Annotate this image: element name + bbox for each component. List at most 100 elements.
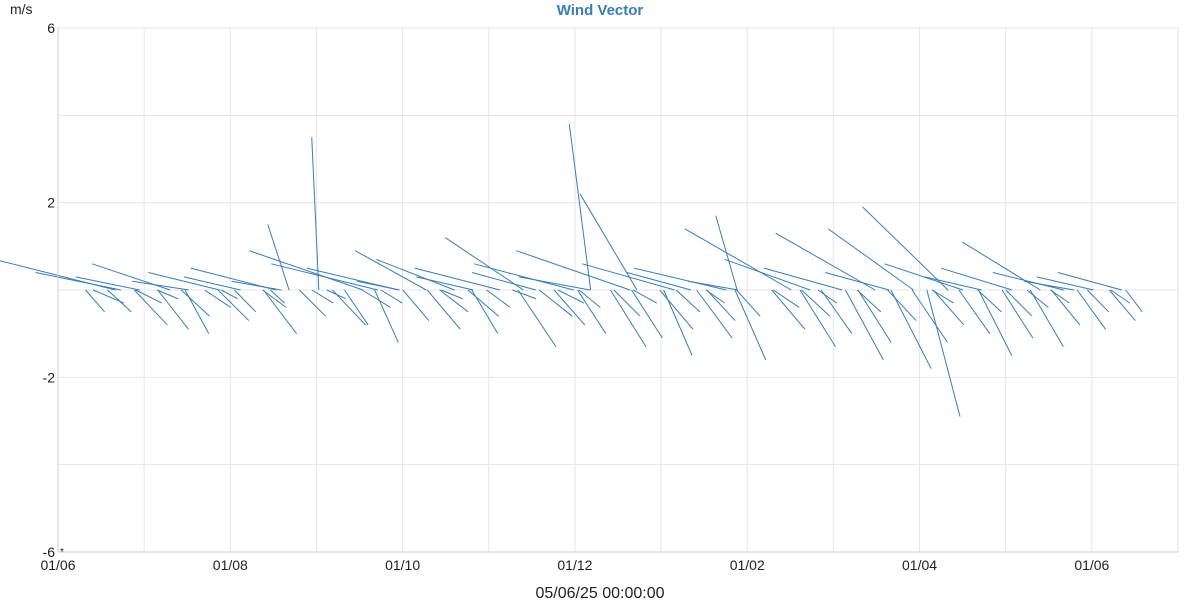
wind-vector [1050,289,1081,326]
x-tick-label: 01/04 [902,557,937,573]
wind-vector [374,289,399,343]
wind-vector [884,263,963,291]
wind-vector [978,289,1013,356]
wind-vector [414,267,501,291]
wind-vector [688,280,739,291]
wind-vector [516,250,631,291]
wind-vector [1057,272,1122,291]
wind-vector [344,289,369,326]
wind-vector [471,289,499,334]
wind-vector [1024,280,1075,291]
wind-vector [932,289,965,326]
wind-vector [35,272,121,291]
wind-vector [1026,289,1049,308]
wind-vector [270,289,285,304]
wind-vector [271,263,378,291]
wind-vector [402,289,430,321]
wind-vector [356,280,400,291]
wind-vector [148,272,220,291]
wind-vector [1050,289,1070,304]
wind-vector [734,289,767,361]
wind-vector [1086,289,1110,313]
wind-vector [517,289,557,348]
wind-vector [107,289,132,313]
wind-vector [380,289,403,304]
y-tick-label: -6 [43,544,56,560]
wind-vector [890,289,932,369]
wind-vector [1029,289,1064,348]
wind-vector [1005,289,1033,317]
wind-vector [133,289,168,326]
wind-vector [862,206,949,291]
wind-vector [631,289,663,339]
wind-vector [361,289,391,308]
wind-vector [156,289,179,300]
wind-vector [705,289,726,304]
wind-vector [263,289,298,334]
x-tick-label: 01/08 [213,557,248,573]
x-tick-label: 01/02 [730,557,765,573]
wind-vector [845,289,884,361]
wind-vector [992,272,1064,291]
wind-vector [856,289,882,313]
wind-vector [354,250,427,291]
wind-vector [633,267,727,291]
wind-vector [1001,289,1034,339]
wind-vector [926,289,961,417]
wind-vector [568,124,592,291]
y-tick-label: 6 [47,20,55,36]
wind-vector [817,289,838,304]
wind-vector [135,289,163,304]
grid-layer [57,27,1179,553]
wind-vector [311,289,334,304]
wind-vector [958,289,991,334]
wind-vector [262,289,287,308]
wind-vector [75,276,140,291]
wind-vector [577,289,607,334]
wind-vector [1076,289,1107,330]
wind-vector [820,289,853,334]
wind-vector [977,289,1002,313]
wind-vector [1036,276,1094,291]
wind-vector [911,289,948,343]
y-tick-label: -2 [43,369,56,385]
wind-vector [775,232,876,291]
wind-vector [1110,289,1131,304]
wind-vector [416,276,474,291]
wind-vector [1108,289,1136,321]
wind-vector [827,228,914,291]
wind-vector [234,289,257,313]
wind-vector [801,289,831,317]
wind-vector [440,289,463,300]
wind-vector [183,276,241,291]
x-axis-label: 05/06/25 00:00:00 [535,585,664,600]
x-tick-label: 01/12 [557,557,592,573]
wind-vector [376,258,455,291]
chart-title: Wind Vector [557,2,644,19]
wind-vector [675,289,701,313]
wind-vector [326,289,346,300]
wind-vector [180,289,210,317]
wind-vector [626,272,692,291]
wind-vector [696,289,733,339]
wind-vector [217,289,250,321]
x-tick-label: 01/06 [40,557,75,573]
wind-vector [582,263,675,291]
wind-vector [220,289,238,300]
vector-layer [0,124,1143,417]
wind-vector [610,289,647,348]
wind-vector [231,280,282,291]
wind-vector [299,289,326,317]
wind-vector [724,258,811,291]
wind-vector [578,289,601,308]
wind-vector [204,289,232,308]
wind-vector [825,272,890,291]
wind-vector [473,263,574,291]
wind-vector [1125,289,1143,313]
wind-vector [426,289,461,330]
y-axis-unit-label: m/s [10,1,33,17]
wind-vector [85,289,105,313]
wind-vector [857,289,892,343]
